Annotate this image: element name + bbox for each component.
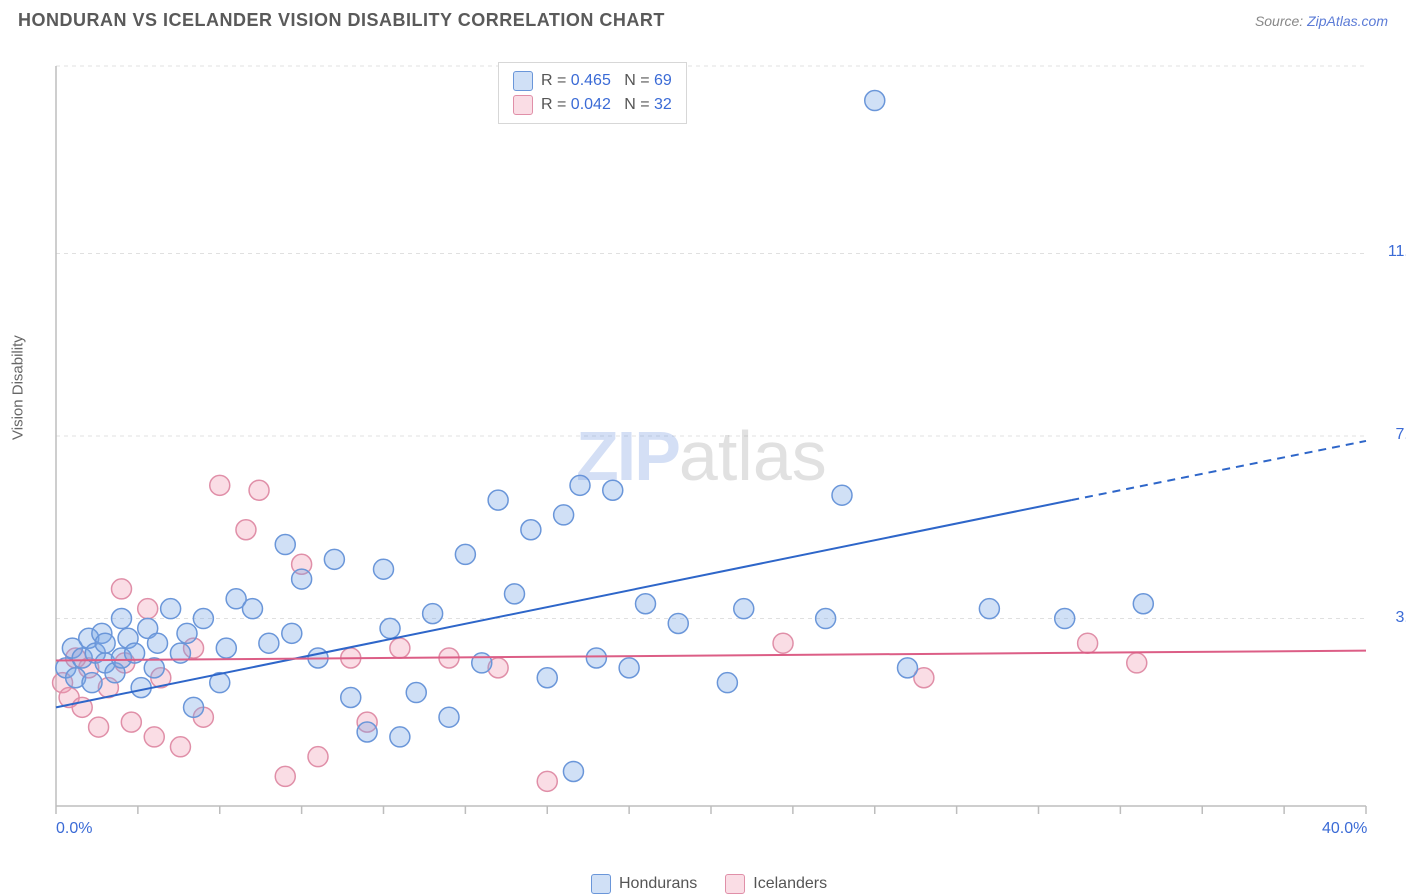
series-legend-label: Hondurans [619,875,697,893]
scatter-plot-svg [46,46,1386,836]
x-tick-label: 40.0% [1322,820,1367,838]
chart-container: HONDURAN VS ICELANDER VISION DISABILITY … [0,0,1406,892]
legend-stats-text: R = 0.042 N = 32 [541,96,672,114]
plot-area: ZIPatlas R = 0.465 N = 69R = 0.042 N = 3… [46,46,1386,836]
legend-swatch [591,874,611,894]
y-tick-label: 11.2% [1372,243,1406,261]
x-tick-label: 0.0% [56,820,92,838]
title-row: HONDURAN VS ICELANDER VISION DISABILITY … [0,0,1406,31]
y-axis-label: Vision Disability [10,335,27,440]
source-link[interactable]: ZipAtlas.com [1307,13,1388,29]
legend-swatch [513,95,533,115]
y-tick-label: 7.5% [1372,426,1406,444]
stats-legend-row: R = 0.042 N = 32 [513,93,672,117]
series-legend-item: Hondurans [591,874,697,894]
stats-legend-row: R = 0.465 N = 69 [513,69,672,93]
legend-swatch [725,874,745,894]
y-tick-label: 3.8% [1372,609,1406,627]
series-legend-label: Icelanders [753,875,827,893]
legend-stats-text: R = 0.465 N = 69 [541,72,672,90]
legend-swatch [513,71,533,91]
series-legend-item: Icelanders [725,874,827,894]
source-prefix: Source: [1255,13,1307,29]
chart-title: HONDURAN VS ICELANDER VISION DISABILITY … [18,10,665,31]
source-attribution: Source: ZipAtlas.com [1255,13,1388,29]
stats-legend: R = 0.465 N = 69 R = 0.042 N = 32 [498,62,687,124]
series-legend: Hondurans Icelanders [591,874,827,894]
